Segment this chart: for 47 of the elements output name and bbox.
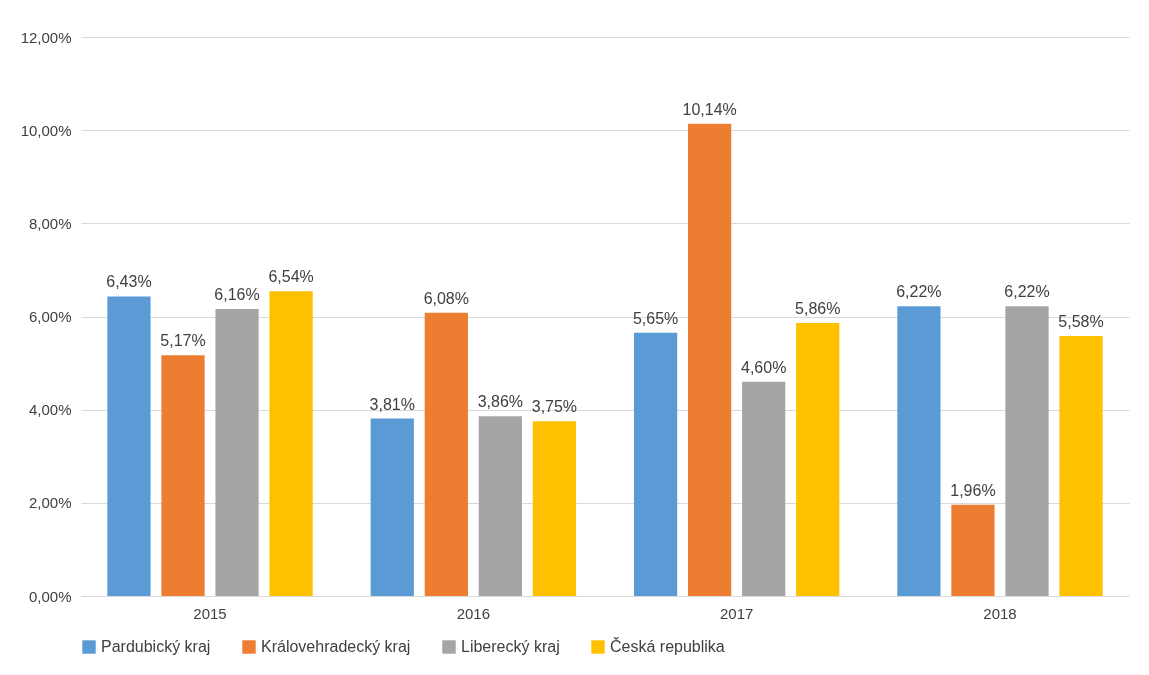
y-tick-label: 8,00%: [28, 214, 72, 232]
y-tick-label: 6,00%: [28, 308, 72, 325]
bar: [215, 309, 259, 596]
bar: [633, 332, 678, 596]
data-label: 3,86%: [477, 393, 524, 411]
bar: [269, 291, 313, 596]
bar: [951, 504, 995, 596]
y-tick-label: 12,00%: [20, 28, 72, 46]
data-label: 3,81%: [369, 395, 415, 413]
bar: [478, 416, 522, 596]
data-label: 1,96%: [950, 481, 996, 499]
bar: [161, 355, 205, 596]
bar: [1005, 306, 1049, 596]
legend-label: Česká republika: [610, 637, 725, 655]
legend-label: Liberecký kraj: [461, 638, 560, 655]
bar: [370, 418, 414, 596]
data-label: 10,14%: [682, 100, 737, 118]
data-label: 5,65%: [632, 309, 679, 327]
data-label: 6,16%: [214, 286, 260, 304]
x-tick-label: 2016: [456, 604, 491, 622]
x-tick-label: 2015: [193, 604, 227, 622]
y-tick-label: 2,00%: [28, 494, 72, 512]
data-label: 5,86%: [795, 300, 841, 318]
legend-label: Pardubický kraj: [101, 638, 211, 655]
data-label: 4,60%: [741, 358, 787, 376]
data-label: 6,54%: [268, 268, 314, 286]
x-tick-label: 2018: [983, 604, 1017, 622]
data-label: 6,43%: [106, 273, 152, 291]
data-label: 6,22%: [1004, 283, 1050, 301]
y-tick-label: 10,00%: [20, 121, 72, 139]
y-tick-label: 4,00%: [28, 401, 72, 419]
bar: [688, 123, 732, 596]
legend-label: Královehradecký kraj: [261, 638, 411, 655]
bar: [532, 421, 577, 596]
bar: [1059, 336, 1103, 596]
data-label: 5,17%: [160, 332, 206, 350]
data-label: 6,08%: [423, 289, 469, 307]
x-tick-label: 2017: [719, 604, 754, 622]
data-label: 3,75%: [531, 398, 578, 416]
bar: [107, 296, 151, 596]
bar: [897, 306, 941, 596]
bar: [796, 323, 840, 596]
data-label: 5,58%: [1058, 313, 1104, 331]
y-tick-label: 0,00%: [28, 587, 72, 605]
bar: [742, 381, 786, 596]
data-label: 6,22%: [896, 283, 942, 301]
bar: [424, 312, 468, 596]
